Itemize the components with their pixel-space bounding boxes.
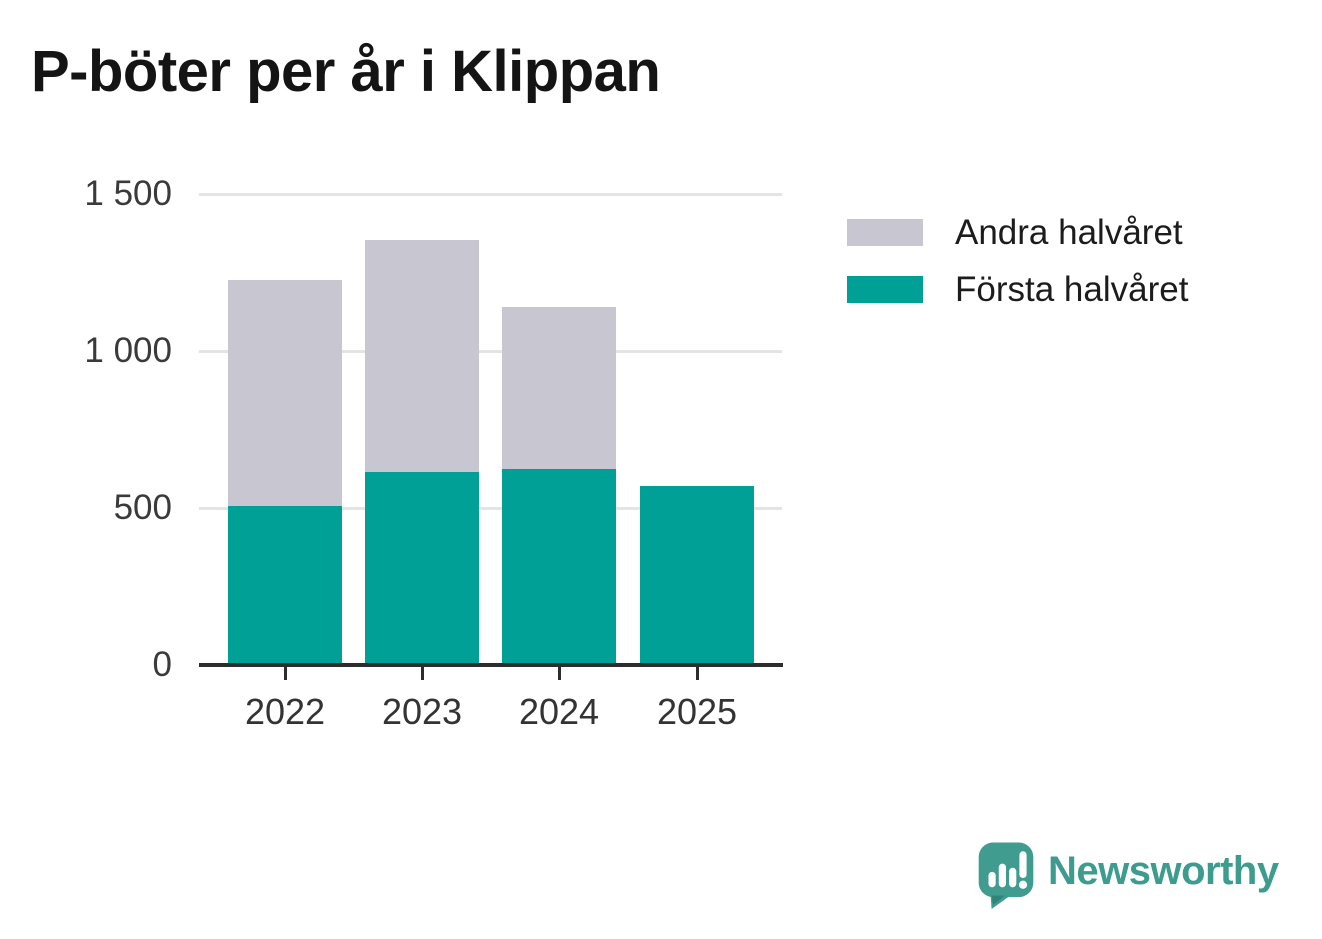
x-axis-tick-label: 2024 [518, 691, 600, 732]
x-axis-tick-label: 2023 [381, 691, 463, 732]
legend-item: Andra halvåret [847, 213, 1188, 252]
y-axis-tick-label: 500 [113, 488, 172, 527]
gridline [199, 349, 782, 353]
bar-segment-forsta-halvaret [502, 468, 616, 665]
x-axis-tick [283, 667, 287, 680]
y-axis-tick-label: 1 500 [84, 174, 172, 213]
gridline [199, 192, 782, 196]
x-axis-tick [695, 667, 699, 680]
x-axis-line [199, 663, 783, 667]
y-axis-tick-label: 0 [152, 645, 172, 684]
legend-swatch [847, 219, 923, 246]
bar-segment-andra-halvaret [502, 307, 616, 469]
y-axis-tick-label: 1 000 [84, 331, 172, 370]
legend-swatch [847, 276, 923, 303]
newsworthy-logo: Newsworthy [978, 842, 1279, 910]
x-axis-tick-label: 2025 [656, 691, 738, 732]
legend-item: Första halvåret [847, 270, 1188, 309]
bar-segment-forsta-halvaret [365, 471, 479, 665]
bar-segment-forsta-halvaret [640, 486, 754, 665]
legend-label: Första halvåret [955, 269, 1189, 309]
newsworthy-logo-icon [978, 842, 1034, 909]
legend-label: Andra halvåret [955, 212, 1183, 252]
chart-title: P-böter per år i Klippan [31, 39, 661, 104]
legend: Andra halvåret Första halvåret [847, 213, 1188, 333]
x-axis-tick-label: 2022 [244, 691, 326, 732]
gridline [199, 506, 782, 510]
bar-segment-forsta-halvaret [228, 506, 342, 665]
newsworthy-wordmark: Newsworthy [1048, 849, 1279, 893]
x-axis-tick [420, 667, 424, 680]
bar-segment-andra-halvaret [365, 239, 479, 472]
x-axis-tick [557, 667, 561, 680]
bar-segment-andra-halvaret [228, 280, 342, 507]
